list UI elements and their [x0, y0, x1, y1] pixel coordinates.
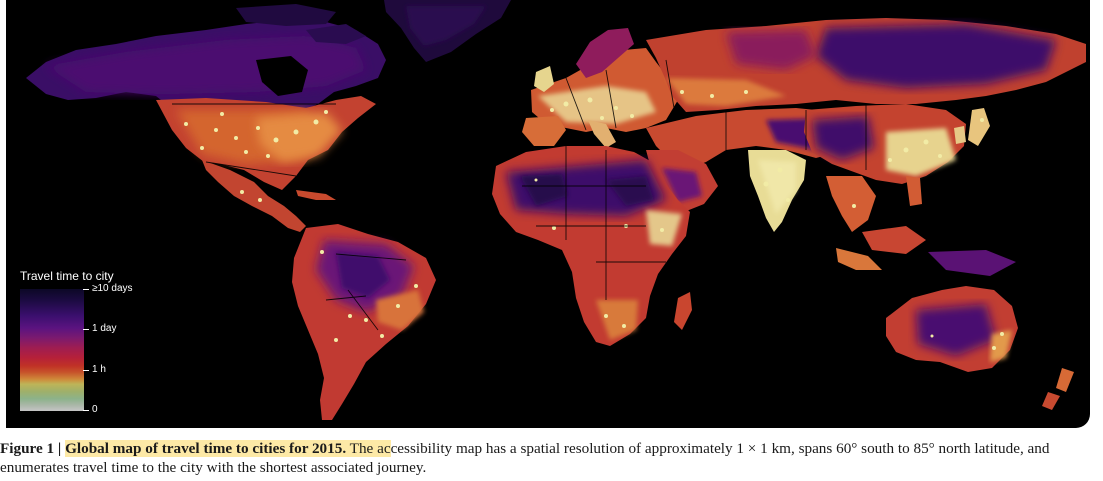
- africa: [492, 146, 692, 346]
- south-america: [292, 224, 436, 420]
- oceania: [886, 286, 1074, 410]
- caption-figure-label: Figure 1 |: [0, 440, 66, 457]
- figure-caption: Figure 1 | Global map of travel time to …: [0, 439, 1103, 477]
- legend-color-bar: [20, 289, 84, 411]
- world-accessibility-map: [26, 0, 1086, 420]
- north-america-south: [156, 96, 376, 232]
- north-america-north: [26, 4, 386, 110]
- legend: Travel time to city ≥10 days 1 day 1 h 0: [20, 269, 160, 419]
- caption-title: Global map of travel time to cities for …: [65, 440, 347, 457]
- southeast-asia: [826, 176, 1016, 276]
- east-asia: [804, 104, 990, 184]
- north-asia: [646, 18, 1086, 112]
- caption-body: cessibility map has a spatial resolution…: [0, 440, 1050, 476]
- legend-tick-day: [83, 329, 89, 330]
- legend-label-day: 1 day: [92, 323, 117, 334]
- legend-tick-hour: [83, 370, 89, 371]
- city-hotspots: [184, 90, 1004, 350]
- india: [748, 150, 806, 232]
- legend-tick-zero: [83, 410, 89, 411]
- world-map-panel: Travel time to city ≥10 days 1 day 1 h 0: [6, 0, 1090, 428]
- caption-highlight-fragment: The ac: [346, 440, 391, 457]
- legend-label-hour: 1 h: [92, 364, 106, 375]
- europe: [522, 28, 678, 148]
- legend-label-max: ≥10 days: [92, 283, 133, 294]
- legend-label-zero: 0: [92, 404, 98, 415]
- country-borders: [172, 59, 867, 331]
- legend-tick-max: [83, 289, 89, 290]
- legend-title: Travel time to city: [20, 269, 114, 283]
- greenland: [384, 0, 511, 62]
